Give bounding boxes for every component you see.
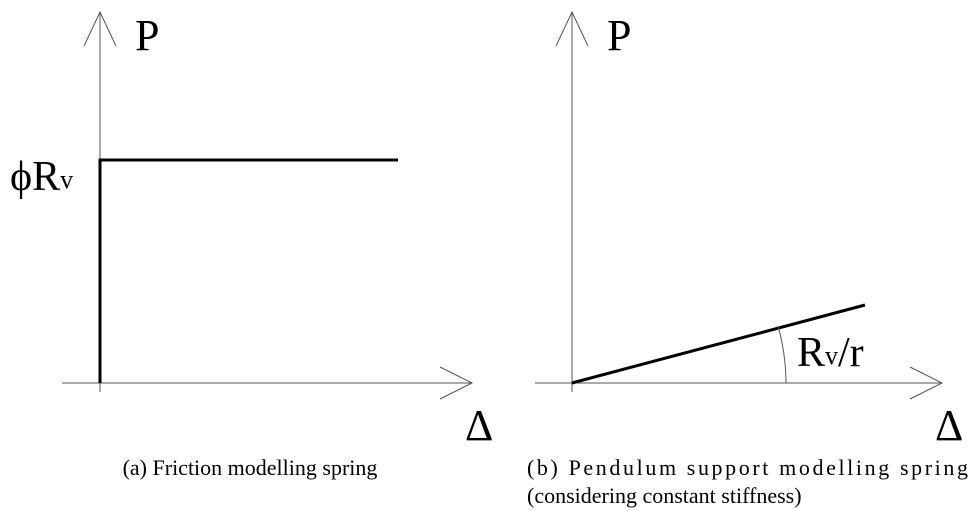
caption: (b) Pendulum support modelling spring <box>527 455 968 480</box>
x-arrow <box>439 366 474 400</box>
y-label: P <box>135 11 159 60</box>
panel-b: P Δ Rv/r (b) Pendulum support modelling … <box>527 10 968 508</box>
x-label: Δ <box>935 401 963 450</box>
slope-tail: /r <box>838 330 864 376</box>
friction-curve <box>98 158 398 383</box>
panel-a: P Δ ϕRv (a) Friction modelling spring <box>10 10 493 480</box>
level-main: ϕR <box>10 154 60 200</box>
caption: (a) Friction modelling spring <box>123 455 378 480</box>
level-sub: v <box>60 165 73 194</box>
x-arrow <box>909 366 944 400</box>
level-label: ϕRv <box>10 154 73 200</box>
slope-label: Rv/r <box>797 330 864 376</box>
stiffness-line <box>571 303 866 385</box>
x-label: Δ <box>465 401 493 450</box>
caption: (considering constant stiffness) <box>527 483 802 508</box>
y-arrow <box>83 10 117 47</box>
slope-sub: v <box>825 341 838 370</box>
y-label: P <box>607 11 631 60</box>
y-arrow <box>555 10 589 47</box>
angle-arc <box>777 325 787 384</box>
slope-main: R <box>797 330 825 376</box>
